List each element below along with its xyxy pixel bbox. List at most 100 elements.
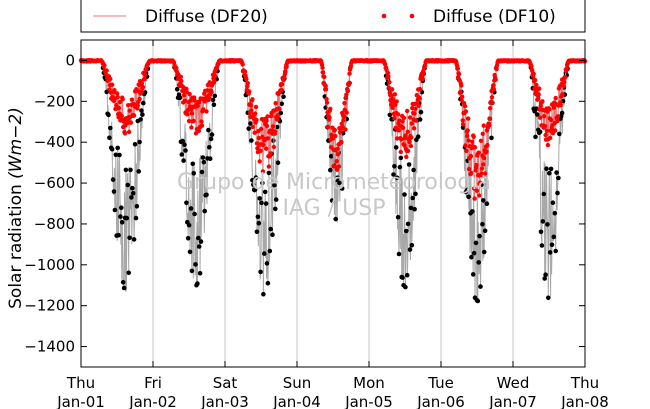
series-df10-point [405,108,410,114]
series-df10-point [143,68,149,73]
series-df10-point [547,107,552,112]
series-df10-point [191,118,196,124]
series-df10-point [339,140,344,145]
global-point [119,220,125,225]
global-point [108,125,113,131]
series-df10-point [117,99,123,105]
series-df10-point [248,103,254,108]
x-axis: ThuJan-01FriJan-02SatJan-03SunJan-04MonJ… [56,40,609,409]
x-tick-label-day: Sat [213,374,238,392]
series-df10-point [555,114,561,119]
plot-frame [80,39,586,368]
series-df10-point [273,101,278,106]
watermark: Grupo de Micrometeorologia IAG / USP [177,170,491,221]
global-point [261,291,266,297]
global-point [541,191,547,197]
global-point [272,182,277,188]
series-df10-point [465,128,470,133]
global-point [126,270,131,276]
global-point [142,90,148,95]
global-point [393,145,399,150]
global-point [545,222,550,227]
series-df10-point [179,78,184,84]
series-df10-point [332,127,337,133]
series-df10-point [548,135,553,141]
series-df10-point [201,107,206,112]
x-tick-label-date: Jan-04 [272,393,321,409]
global-point [267,248,273,254]
global-point [544,166,549,171]
global-point [191,171,196,176]
global-point [268,226,274,232]
y-tick-label: −400 [34,133,75,151]
series-df10-point [490,100,495,105]
global-point [129,195,134,200]
global-point [412,206,417,212]
series-df10-point [460,122,466,127]
series-df10-point [532,77,538,83]
series-df10-point [265,114,270,119]
global-point [207,145,212,150]
series-df10-point [462,104,468,109]
global-point [140,112,145,117]
global-point [539,243,545,248]
series-df10-point [256,135,261,141]
global-point [542,276,547,281]
legend-label-df10: Diffuse (DF10) [433,7,556,27]
global-point [121,285,127,291]
series-df10-point [407,115,413,120]
series-df10-point [266,164,272,169]
global-point [249,138,254,143]
series-df10-point [407,139,412,145]
x-tick-label-day: Wed [497,374,530,392]
series-df10-point [469,170,474,176]
series-df10-point [128,120,134,125]
legend-swatch-df10-dot-2 [409,13,415,19]
series-df10-point [254,117,259,123]
global-point [115,145,120,151]
series-df10-point [244,76,249,82]
global-point [251,182,256,187]
global-point [266,170,272,176]
series-df10-point [389,87,395,92]
series-df10-point [538,103,543,109]
global-point [279,101,285,107]
global-point [551,234,557,240]
global-point [209,132,215,137]
x-tick-label-date: Jan-01 [56,393,105,409]
series-df10-point [460,118,465,123]
global-point [463,189,469,195]
series-df10-point [494,66,499,72]
global-point [557,131,562,137]
series-df10-point [324,96,329,102]
series-df10-point [531,71,536,77]
y-axis: 0 −200 −400 −600 −800 −1000 −1200 −1400 [24,51,585,356]
x-tick-label-day: Mon [353,374,385,392]
y-tick-label: −1200 [24,297,75,315]
series-df10-point [335,146,340,151]
series-df10-point [542,114,547,119]
series-df10-point [126,103,131,108]
series-df10-point [178,74,184,80]
series-df10-point [327,115,332,120]
series-df10-point [250,124,255,130]
global-point [190,161,196,167]
global-point [547,250,553,255]
series-df10-point [385,70,391,76]
series-df10-point [394,136,400,141]
series-df10-point [481,123,486,128]
series-df10-point [104,68,109,73]
series-df10-point [284,64,289,69]
series-df10-point [416,103,421,109]
series-df10-point [390,97,396,102]
series-df10-point [174,65,179,71]
global-point [192,211,197,217]
series-df10-point [529,63,534,69]
series-df10-point [478,138,484,143]
global-point [559,110,565,116]
global-point [181,158,186,163]
series-df10-point [481,162,486,167]
series-df10-point [455,66,460,71]
series-df10-point [548,117,554,123]
global-point [387,112,393,118]
